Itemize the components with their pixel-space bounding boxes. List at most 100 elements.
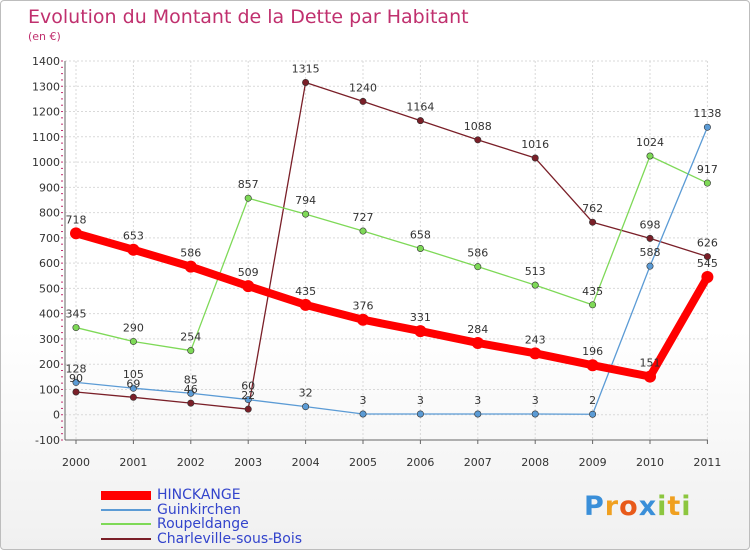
data-point-roupeldange	[703, 179, 711, 187]
y-tick-label: 100	[39, 383, 60, 396]
y-minor-tick	[61, 433, 63, 435]
data-label-hinckange: 376	[353, 300, 374, 313]
series-line-hinckange	[72, 229, 712, 381]
data-point-charleville-sous-bois	[531, 154, 539, 162]
data-label-roupeldange: 727	[353, 211, 374, 224]
data-label-charleville-sous-bois: 22	[241, 389, 255, 402]
data-point-hinckange	[299, 298, 312, 311]
y-minor-tick	[61, 199, 63, 201]
legend-swatch-hinckange	[101, 490, 151, 500]
y-tick-label: 400	[39, 308, 60, 321]
legend-label-hinckange: HINCKANGE	[157, 487, 241, 503]
y-minor-tick	[61, 420, 63, 422]
y-minor-tick	[61, 426, 63, 428]
logo-letter: i	[657, 491, 668, 522]
y-minor-tick	[61, 382, 63, 384]
y-minor-tick	[61, 281, 63, 283]
data-label-roupeldange: 254	[180, 331, 201, 344]
data-label-charleville-sous-bois: 762	[582, 202, 603, 215]
x-tick-label: 2001	[119, 456, 147, 469]
data-point-guinkirchen	[359, 410, 367, 418]
data-label-hinckange: 284	[467, 323, 488, 336]
y-minor-tick	[61, 344, 63, 346]
y-minor-tick	[61, 363, 63, 365]
data-point-roupeldange	[589, 301, 597, 309]
data-label-guinkirchen: 588	[640, 246, 661, 259]
y-minor-tick	[61, 212, 63, 214]
data-point-guinkirchen	[244, 396, 252, 404]
legend-swatch-guinkirchen	[101, 509, 151, 511]
logo-letter: o	[619, 491, 639, 522]
x-tick-label: 2004	[292, 456, 320, 469]
data-label-charleville-sous-bois: 90	[69, 372, 83, 385]
data-label-guinkirchen: 60	[241, 380, 255, 393]
data-point-charleville-sous-bois	[302, 78, 310, 86]
y-minor-tick	[61, 117, 63, 119]
series-line-guinkirchen	[75, 126, 709, 415]
y-minor-tick	[61, 376, 63, 378]
data-point-hinckange	[529, 347, 542, 360]
data-point-charleville-sous-bois	[187, 399, 195, 407]
data-point-charleville-sous-bois	[244, 405, 252, 413]
data-point-hinckange	[471, 336, 484, 349]
y-minor-tick	[61, 66, 63, 68]
y-minor-tick	[61, 98, 63, 100]
y-minor-tick	[61, 319, 63, 321]
y-tick-label: -100	[35, 434, 60, 447]
data-label-charleville-sous-bois: 1088	[464, 120, 492, 133]
y-minor-tick	[61, 136, 63, 138]
y-tick-label: 1200	[32, 106, 60, 119]
logo-letter: r	[604, 491, 620, 522]
y-minor-tick	[61, 439, 63, 441]
y-minor-tick	[61, 129, 63, 131]
data-point-guinkirchen	[187, 389, 195, 397]
data-label-charleville-sous-bois: 1315	[292, 62, 320, 75]
y-minor-tick	[61, 332, 63, 334]
data-label-roupeldange: 857	[238, 178, 259, 191]
data-label-roupeldange: 513	[525, 265, 546, 278]
y-minor-tick	[61, 250, 63, 251]
data-point-roupeldange	[72, 324, 80, 332]
y-minor-tick	[61, 104, 63, 106]
data-label-roupeldange: 658	[410, 228, 431, 241]
y-minor-tick	[61, 167, 63, 169]
data-label-hinckange: 196	[582, 345, 603, 358]
y-minor-tick	[61, 231, 63, 233]
legend-label-roupeldange: Roupeldange	[157, 516, 249, 532]
x-tick-label: 2003	[234, 456, 262, 469]
data-label-guinkirchen: 3	[417, 394, 424, 407]
x-tick-label: 2002	[177, 456, 205, 469]
y-minor-tick	[61, 414, 63, 416]
y-minor-tick	[61, 357, 63, 359]
data-point-hinckange	[70, 227, 82, 240]
y-tick-label: 300	[39, 333, 60, 346]
y-minor-tick	[61, 313, 63, 315]
legend-item-charleville: Charleville-sous-Bois	[101, 531, 302, 547]
legend-label-charleville: Charleville-sous-Bois	[157, 531, 303, 547]
x-tick-label: 2005	[349, 456, 377, 469]
y-tick-label: 600	[39, 257, 60, 270]
data-label-hinckange: 586	[180, 247, 201, 260]
data-label-guinkirchen: 2	[589, 394, 596, 407]
y-minor-tick	[61, 111, 63, 113]
y-minor-tick	[61, 300, 63, 302]
data-point-roupeldange	[244, 194, 252, 202]
x-tick-label: 2000	[62, 456, 90, 469]
y-minor-tick	[61, 256, 63, 258]
data-point-guinkirchen	[703, 123, 711, 131]
y-minor-tick	[61, 186, 63, 188]
data-label-hinckange: 243	[525, 333, 546, 346]
data-label-charleville-sous-bois: 69	[126, 377, 140, 390]
y-minor-tick	[61, 79, 63, 81]
y-minor-tick	[61, 287, 63, 289]
y-minor-tick	[61, 262, 63, 264]
y-minor-tick	[61, 218, 63, 220]
data-label-guinkirchen: 128	[66, 362, 87, 375]
logo-letter: P	[584, 491, 605, 522]
y-minor-tick	[61, 60, 63, 62]
proxiti-logo: Proxiti	[584, 491, 692, 522]
data-point-roupeldange	[359, 227, 367, 235]
data-label-guinkirchen: 85	[184, 373, 198, 386]
y-tick-label: 1300	[32, 80, 60, 93]
